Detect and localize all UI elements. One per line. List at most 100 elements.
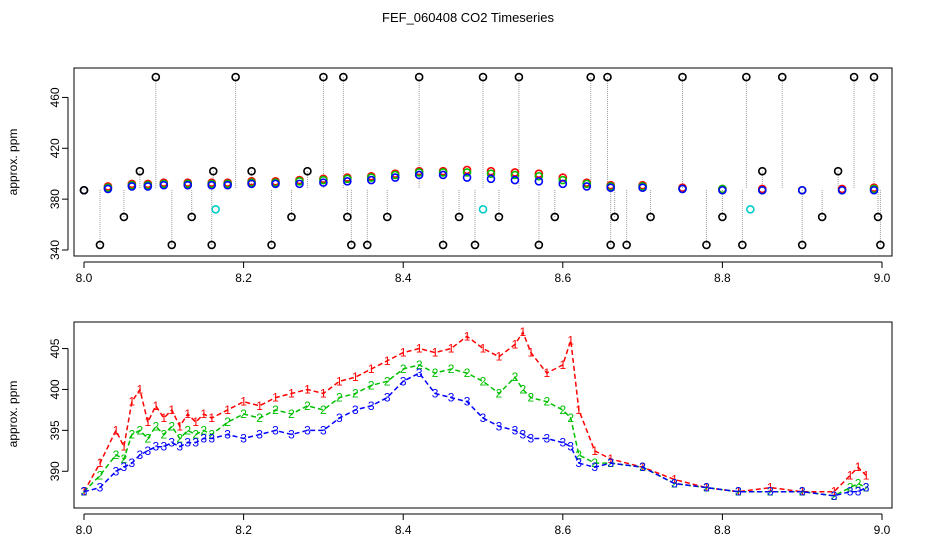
data-point-black: [207, 240, 216, 250]
data-point-black: [470, 240, 480, 250]
data-point-marker-3: 3: [559, 436, 566, 450]
data-point-marker-3: 3: [831, 489, 838, 503]
data-point-black: [135, 166, 145, 176]
data-point-green: [319, 175, 328, 185]
x-tick-label: 8.4: [395, 271, 412, 285]
data-point-blue: [390, 173, 400, 182]
data-point-marker-1: 1: [559, 358, 566, 372]
data-point-marker-2: 2: [320, 403, 327, 417]
data-point-marker-3: 3: [575, 456, 582, 470]
data-point-green: [582, 179, 592, 189]
data-point-marker-2: 2: [336, 391, 343, 405]
data-point-blue: [343, 177, 352, 186]
data-point-green: [366, 173, 376, 182]
data-point-marker-2: 2: [416, 358, 423, 372]
y-tick-label: 405: [48, 338, 62, 358]
data-point-marker-1: 1: [432, 346, 439, 360]
data-point-marker-1: 1: [352, 370, 359, 384]
data-point-marker-3: 3: [288, 427, 295, 441]
data-point-marker-1: 1: [591, 444, 598, 458]
data-point-marker-1: 1: [368, 362, 375, 376]
data-point-marker-3: 3: [256, 427, 263, 441]
data-point-marker-3: 3: [200, 432, 207, 446]
data-point-marker-1: 1: [863, 468, 870, 482]
data-point-marker-1: 1: [575, 403, 582, 417]
data-point-marker-3: 3: [336, 411, 343, 425]
data-point-blue: [414, 170, 424, 180]
data-point-blue: [558, 179, 568, 189]
data-point-green: [438, 168, 448, 177]
data-point-marker-3: 3: [671, 477, 678, 491]
data-point-marker-2: 2: [464, 366, 471, 380]
data-point-marker-1: 1: [97, 456, 104, 470]
data-point-marker-1: 1: [224, 403, 231, 417]
data-point-marker-1: 1: [176, 419, 183, 433]
data-point-marker-1: 1: [192, 415, 199, 429]
data-point-blue: [127, 182, 137, 191]
data-point-marker-2: 2: [703, 481, 710, 495]
data-point-blue: [366, 175, 376, 185]
data-point-marker-1: 1: [847, 468, 854, 482]
data-point-marker-3: 3: [520, 427, 527, 441]
data-point-black: [362, 240, 372, 250]
data-point-marker-1: 1: [200, 407, 207, 421]
data-point-marker-3: 3: [512, 423, 519, 437]
data-point-green: [390, 170, 400, 180]
data-point-black: [876, 240, 885, 250]
data-point-marker-3: 3: [304, 423, 311, 437]
data-point-green: [343, 174, 352, 184]
data-point-marker-3: 3: [639, 460, 646, 474]
data-point-marker-1: 1: [320, 387, 327, 401]
bottom-axes: 8.0 8.2 8.4 8.6 8.8 9.0 390 395 400 405: [48, 338, 891, 537]
data-point-green: [486, 169, 496, 179]
x-tick-label: 9.0: [874, 271, 891, 285]
data-point-black: [606, 240, 615, 250]
data-point-marker-3: 3: [799, 485, 806, 499]
data-point-black: [777, 72, 787, 82]
data-point-blue: [582, 182, 592, 191]
data-point-blue: [534, 177, 544, 186]
data-point-marker-3: 3: [567, 440, 574, 454]
data-point-marker-2: 2: [160, 427, 167, 441]
data-point-marker-2: 2: [144, 432, 151, 446]
data-point-marker-3: 3: [129, 456, 136, 470]
data-point-black: [267, 240, 276, 250]
data-point-marker-1: 1: [336, 374, 343, 388]
data-point-marker-1: 1: [448, 342, 455, 356]
data-point-black: [303, 166, 312, 176]
data-point-marker-1: 1: [400, 346, 407, 360]
data-point-marker-2: 2: [528, 391, 535, 405]
data-point-marker-3: 3: [168, 436, 175, 450]
data-point-marker-1: 1: [208, 411, 215, 425]
x-tick-label: 8.2: [235, 523, 252, 537]
data-point-marker-1: 1: [855, 460, 862, 474]
data-point-marker-1: 1: [240, 395, 247, 409]
data-point-marker-3: 3: [121, 460, 128, 474]
data-point-black: [187, 212, 197, 222]
data-point-marker-2: 2: [192, 427, 199, 441]
y-tick-label: 400: [48, 379, 62, 399]
data-point-marker-1: 1: [512, 337, 519, 351]
data-point-marker-1: 1: [607, 452, 614, 466]
data-point-marker-2: 2: [400, 362, 407, 376]
data-point-marker-1: 1: [168, 403, 175, 417]
data-point-marker-2: 2: [520, 382, 527, 396]
data-point-marker-2: 2: [129, 427, 136, 441]
data-point-black: [678, 72, 687, 82]
x-tick-label: 8.0: [76, 523, 93, 537]
data-point-marker-2: 2: [567, 411, 574, 425]
data-point-marker-2: 2: [591, 456, 598, 470]
data-point-blue: [718, 185, 727, 195]
data-point-marker-3: 3: [607, 456, 614, 470]
data-point-marker-3: 3: [97, 481, 104, 495]
data-point-black: [343, 212, 352, 222]
data-point-marker-1: 1: [384, 354, 391, 368]
data-point-blue: [510, 175, 520, 185]
data-point-marker-2: 2: [448, 362, 455, 376]
data-point-marker-2: 2: [304, 399, 311, 413]
data-point-marker-1: 1: [288, 387, 295, 401]
data-point-green: [295, 177, 304, 186]
data-point-marker-3: 3: [448, 391, 455, 405]
data-point-black: [718, 212, 727, 222]
